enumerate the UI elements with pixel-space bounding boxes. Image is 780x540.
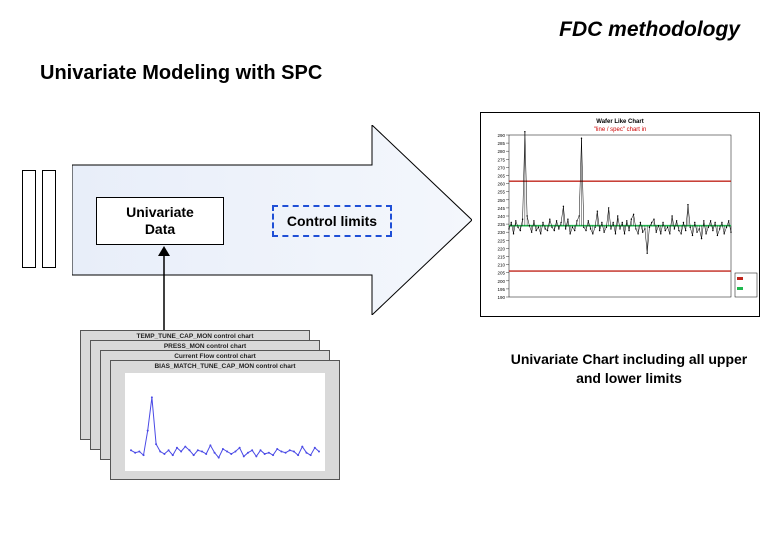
page-header-title: FDC methodology bbox=[559, 18, 740, 42]
svg-text:220: 220 bbox=[497, 246, 505, 251]
univariate-data-box: Univariate Data bbox=[96, 197, 224, 245]
svg-text:215: 215 bbox=[497, 255, 505, 260]
left-bars bbox=[22, 170, 56, 268]
mini-chart-title: TEMP_TUNE_CAP_MON control chart bbox=[81, 333, 309, 340]
mini-chart-stack: TEMP_TUNE_CAP_MON control chart PRESS_MO… bbox=[80, 330, 340, 480]
spc-chart-caption: Univariate Chart including all upper and… bbox=[504, 350, 754, 388]
svg-text:205: 205 bbox=[497, 271, 505, 276]
svg-text:Wafer Like Chart: Wafer Like Chart bbox=[596, 119, 643, 125]
svg-text:270: 270 bbox=[497, 165, 505, 170]
svg-text:280: 280 bbox=[497, 149, 505, 154]
page-subtitle: Univariate Modeling with SPC bbox=[40, 62, 322, 85]
svg-text:200: 200 bbox=[497, 279, 505, 284]
mini-chart-title: Current Flow control chart bbox=[101, 353, 329, 360]
svg-text:275: 275 bbox=[497, 157, 505, 162]
svg-text:230: 230 bbox=[497, 230, 505, 235]
control-limits-box: Control limits bbox=[272, 205, 392, 237]
svg-text:255: 255 bbox=[497, 190, 505, 195]
univariate-data-label: Univariate Data bbox=[126, 204, 194, 239]
svg-text:250: 250 bbox=[497, 198, 505, 203]
svg-text:235: 235 bbox=[497, 222, 505, 227]
svg-text:195: 195 bbox=[497, 287, 505, 292]
mini-chart: BIAS_MATCH_TUNE_CAP_MON control chart 82… bbox=[110, 360, 340, 480]
svg-text:265: 265 bbox=[497, 174, 505, 179]
svg-text:245: 245 bbox=[497, 206, 505, 211]
svg-text:225: 225 bbox=[497, 238, 505, 243]
svg-text:260: 260 bbox=[497, 182, 505, 187]
svg-text:210: 210 bbox=[497, 263, 505, 268]
mini-chart-title: BIAS_MATCH_TUNE_CAP_MON control chart bbox=[111, 363, 339, 370]
svg-text:285: 285 bbox=[497, 141, 505, 146]
left-bar bbox=[22, 170, 36, 268]
left-bar bbox=[42, 170, 56, 268]
control-limits-label: Control limits bbox=[287, 213, 377, 229]
link-arrow bbox=[158, 246, 170, 336]
univariate-spc-chart: Wafer Like Chart "line / spec" chart in … bbox=[480, 112, 760, 317]
mini-chart-title: PRESS_MON control chart bbox=[91, 343, 319, 350]
svg-text:290: 290 bbox=[497, 133, 505, 138]
svg-text:"line / spec" chart in: "line / spec" chart in bbox=[594, 127, 647, 133]
svg-text:240: 240 bbox=[497, 214, 505, 219]
svg-text:190: 190 bbox=[497, 295, 505, 300]
